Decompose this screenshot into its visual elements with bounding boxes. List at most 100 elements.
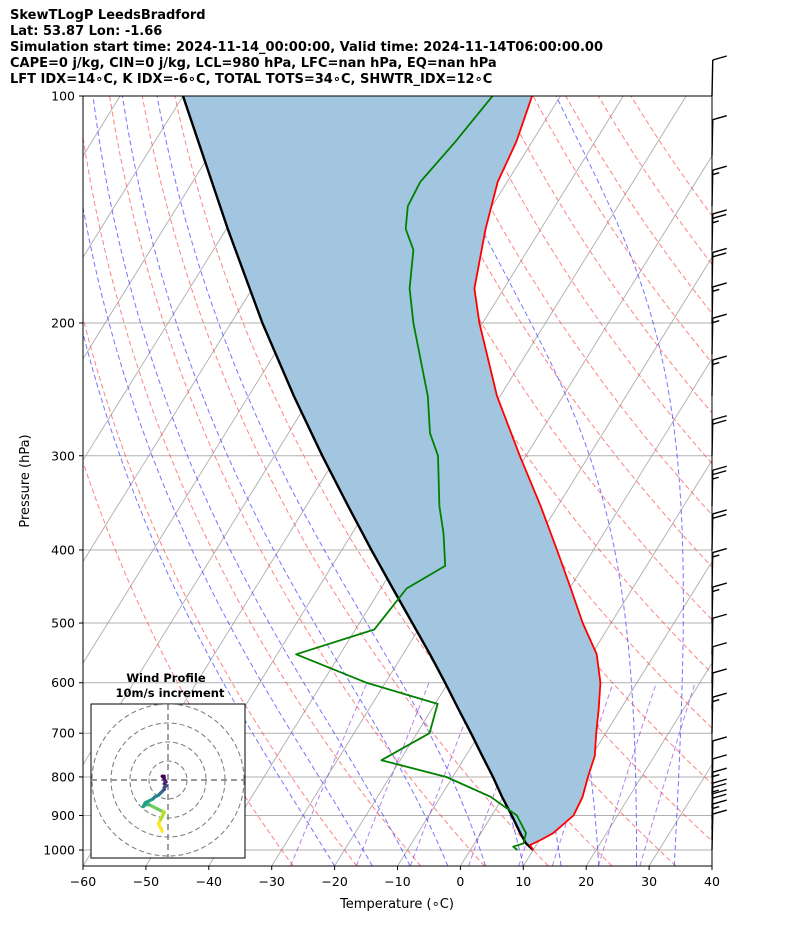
barb-half-flag xyxy=(712,805,720,810)
mixing-ratio-line xyxy=(639,682,696,866)
barb-flag xyxy=(712,282,727,288)
barb-staff xyxy=(711,552,714,589)
moist-adiabat-line xyxy=(419,96,637,866)
y-tick-label: 1000 xyxy=(43,843,75,858)
barb-half-flag xyxy=(712,588,720,593)
x-tick-label: −60 xyxy=(70,874,96,889)
dry-adiabat-line xyxy=(337,96,712,675)
wind-barb xyxy=(711,313,727,355)
barb-half-flag xyxy=(712,172,720,176)
x-axis-ticks: −60 −50 −40 −30 −20 −10 0 10 20 30 40 xyxy=(70,866,720,889)
barb-staff xyxy=(711,470,714,507)
wind-barb xyxy=(711,736,727,777)
barb-flag xyxy=(712,470,727,476)
dry-adiabat-line xyxy=(597,96,712,266)
wind-barb xyxy=(711,613,727,655)
barb-staff xyxy=(711,252,714,289)
wind-barb xyxy=(711,209,727,250)
barb-staff xyxy=(711,318,714,355)
y-tick-label: 900 xyxy=(51,808,75,823)
x-tick-label: 30 xyxy=(641,874,657,889)
barb-flag xyxy=(712,767,727,773)
barb-flag xyxy=(712,165,727,171)
wind-barb xyxy=(711,55,727,97)
barb-staff xyxy=(711,59,714,97)
y-tick-label: 700 xyxy=(51,726,75,741)
isotherm-line xyxy=(334,256,712,866)
times-line: Simulation start time: 2024-11-14_00:00:… xyxy=(10,40,603,55)
x-axis-label: Temperature (∘C) xyxy=(339,897,454,912)
barb-half-flag xyxy=(711,476,719,480)
wind-barb xyxy=(711,115,727,156)
wind-barb xyxy=(711,809,727,851)
barb-flag xyxy=(712,55,727,61)
moist-adiabat-line xyxy=(555,96,684,866)
barb-staff xyxy=(711,587,714,624)
barb-flag xyxy=(712,313,727,319)
wind-barbs xyxy=(711,55,727,851)
barb-flag xyxy=(712,613,727,619)
barb-staff xyxy=(711,360,714,397)
barb-flag xyxy=(712,213,727,220)
isotherm-line xyxy=(83,96,247,360)
barb-flag xyxy=(712,799,727,805)
cin-area xyxy=(183,96,601,850)
wind-barb xyxy=(711,789,727,830)
barb-flag xyxy=(712,793,727,799)
location-line: Lat: 53.87 Lon: -1.66 xyxy=(10,24,163,39)
dry-adiabat-line xyxy=(500,96,712,414)
mixing-ratio-line xyxy=(355,682,430,866)
wind-barb xyxy=(711,165,727,207)
barb-half-flag xyxy=(712,288,720,293)
x-tick-label: −50 xyxy=(133,874,159,889)
wind-barb xyxy=(711,754,727,795)
x-tick-label: 20 xyxy=(578,874,594,889)
barb-flag xyxy=(712,209,727,215)
dry-adiabat-line xyxy=(369,96,712,621)
barb-flag xyxy=(712,642,727,648)
hodograph-inset: Wind Profile 10m/s increment xyxy=(90,671,246,859)
barb-flag xyxy=(712,582,727,588)
dry-adiabat-line xyxy=(83,315,358,866)
x-tick-label: 0 xyxy=(456,874,464,889)
y-tick-label: 300 xyxy=(51,448,75,463)
y-tick-label: 500 xyxy=(51,616,75,631)
y-axis-ticks: 100 200 300 400 500 600 700 800 900 1000 xyxy=(43,89,83,858)
barb-staff xyxy=(711,286,714,323)
barb-flag xyxy=(712,252,727,258)
dry-adiabat-line xyxy=(402,96,712,568)
wind-barb xyxy=(711,642,727,683)
barb-staff xyxy=(711,213,714,250)
indices-line-2: LFT IDX=14∘C, K IDX=-6∘C, TOTAL TOTS=34∘… xyxy=(10,72,493,87)
barb-staff xyxy=(711,170,714,207)
y-tick-label: 100 xyxy=(51,89,75,104)
dry-adiabat-line xyxy=(467,96,712,465)
barb-staff xyxy=(711,513,714,550)
wind-barb xyxy=(711,668,727,709)
moist-adiabat-line xyxy=(92,96,411,866)
x-tick-label: −10 xyxy=(384,874,410,889)
x-tick-label: 10 xyxy=(515,874,531,889)
x-tick-label: −20 xyxy=(321,874,347,889)
parcel-profile-line xyxy=(181,96,535,851)
barb-flag xyxy=(712,419,727,425)
barb-flag xyxy=(712,754,727,760)
barb-flag xyxy=(712,513,727,520)
barb-flag xyxy=(712,355,727,361)
barb-flag xyxy=(712,247,727,254)
moist-adiabat-line xyxy=(83,331,336,866)
wind-barb xyxy=(711,415,727,456)
x-tick-label: 40 xyxy=(704,874,720,889)
wind-barb xyxy=(711,692,727,734)
barb-flag xyxy=(712,692,727,698)
barb-staff xyxy=(711,119,714,156)
y-tick-label: 400 xyxy=(51,542,75,557)
hodograph-title: Wind Profile xyxy=(126,671,206,685)
chart-header: SkewTLogP LeedsBradford Lat: 53.87 Lon: … xyxy=(10,8,603,88)
y-axis-label: Pressure (hPa) xyxy=(18,434,33,527)
barb-half-flag xyxy=(712,320,720,324)
barb-staff xyxy=(711,419,714,456)
moist-adiabat-line xyxy=(711,860,712,866)
moist-adiabat-line xyxy=(121,96,449,866)
cape-cin-fill xyxy=(183,96,601,850)
